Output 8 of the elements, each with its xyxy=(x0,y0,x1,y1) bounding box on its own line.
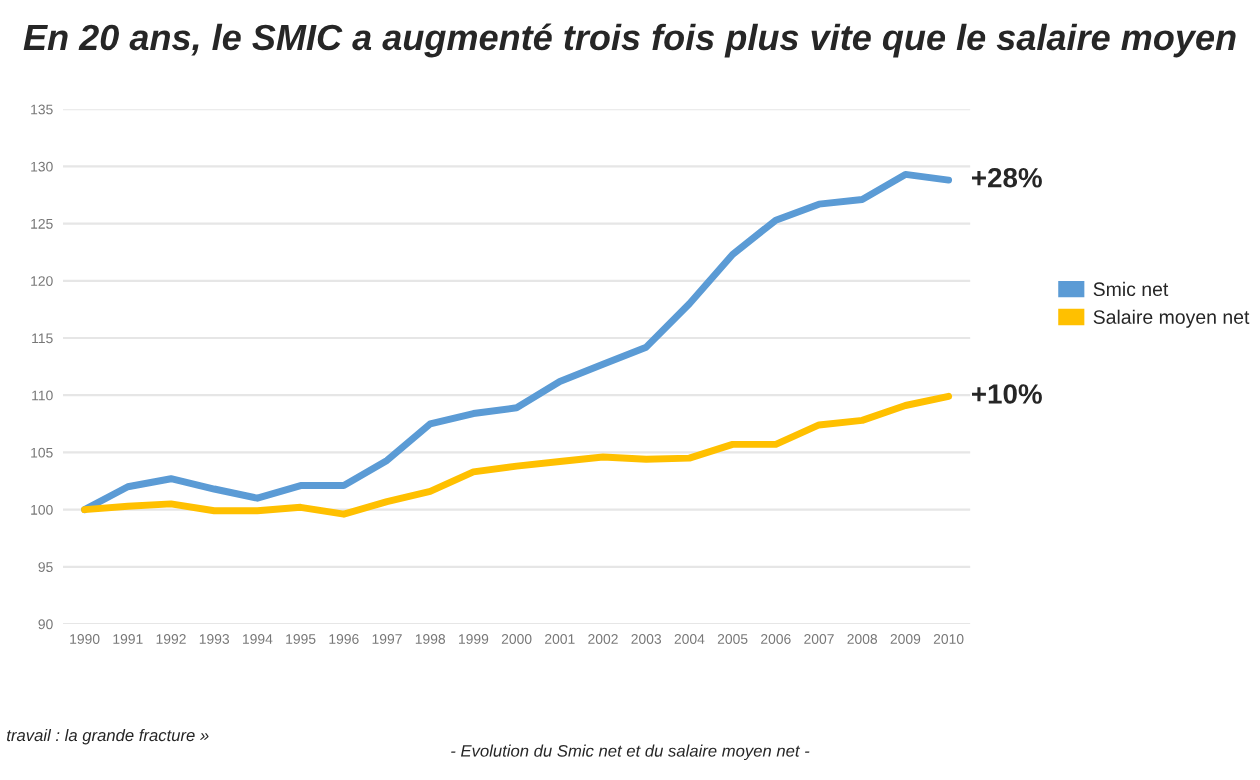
line-series xyxy=(81,392,953,518)
text: travail : la grande fracture » xyxy=(7,728,209,745)
chart-title: En 20 ans, le SMIC a augmenté trois fois plus vite que le salaire moyen xyxy=(23,23,1236,58)
legend-label: Smic net xyxy=(1093,281,1169,297)
legend-label: Salaire moyen net xyxy=(1093,309,1250,328)
annotation: +28% xyxy=(971,167,1042,188)
text: - Evolution du Smic net et du salaire moyen net - xyxy=(451,744,810,761)
annotation: +10% xyxy=(971,384,1042,404)
